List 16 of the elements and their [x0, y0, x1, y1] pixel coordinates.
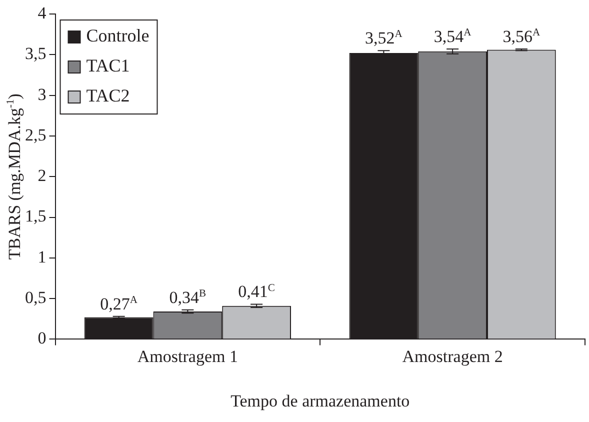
y-tick-label: 2,5 [25, 125, 46, 144]
legend-label: TAC1 [86, 56, 130, 76]
legend-label: Controle [86, 26, 150, 46]
y-tick-label: 3 [38, 84, 46, 104]
y-tick-label: 1 [38, 247, 46, 266]
y-tick-label: 0,5 [25, 288, 46, 308]
y-tick-label: 1,5 [25, 206, 46, 226]
x-tick-label: Amostragem 2 [402, 346, 503, 366]
y-tick-label: 4 [38, 3, 47, 22]
y-tick-label: 0 [38, 328, 46, 348]
legend-label: TAC2 [86, 86, 130, 106]
x-axis-title: Tempo de armazenamento [230, 391, 410, 410]
y-tick-label: 3,5 [25, 44, 46, 64]
y-axis-title: TBARS (mg.MDA.kg-1) [5, 94, 24, 260]
x-tick-label: Amostragem 1 [137, 346, 238, 366]
y-tick-label: 2 [38, 166, 46, 186]
